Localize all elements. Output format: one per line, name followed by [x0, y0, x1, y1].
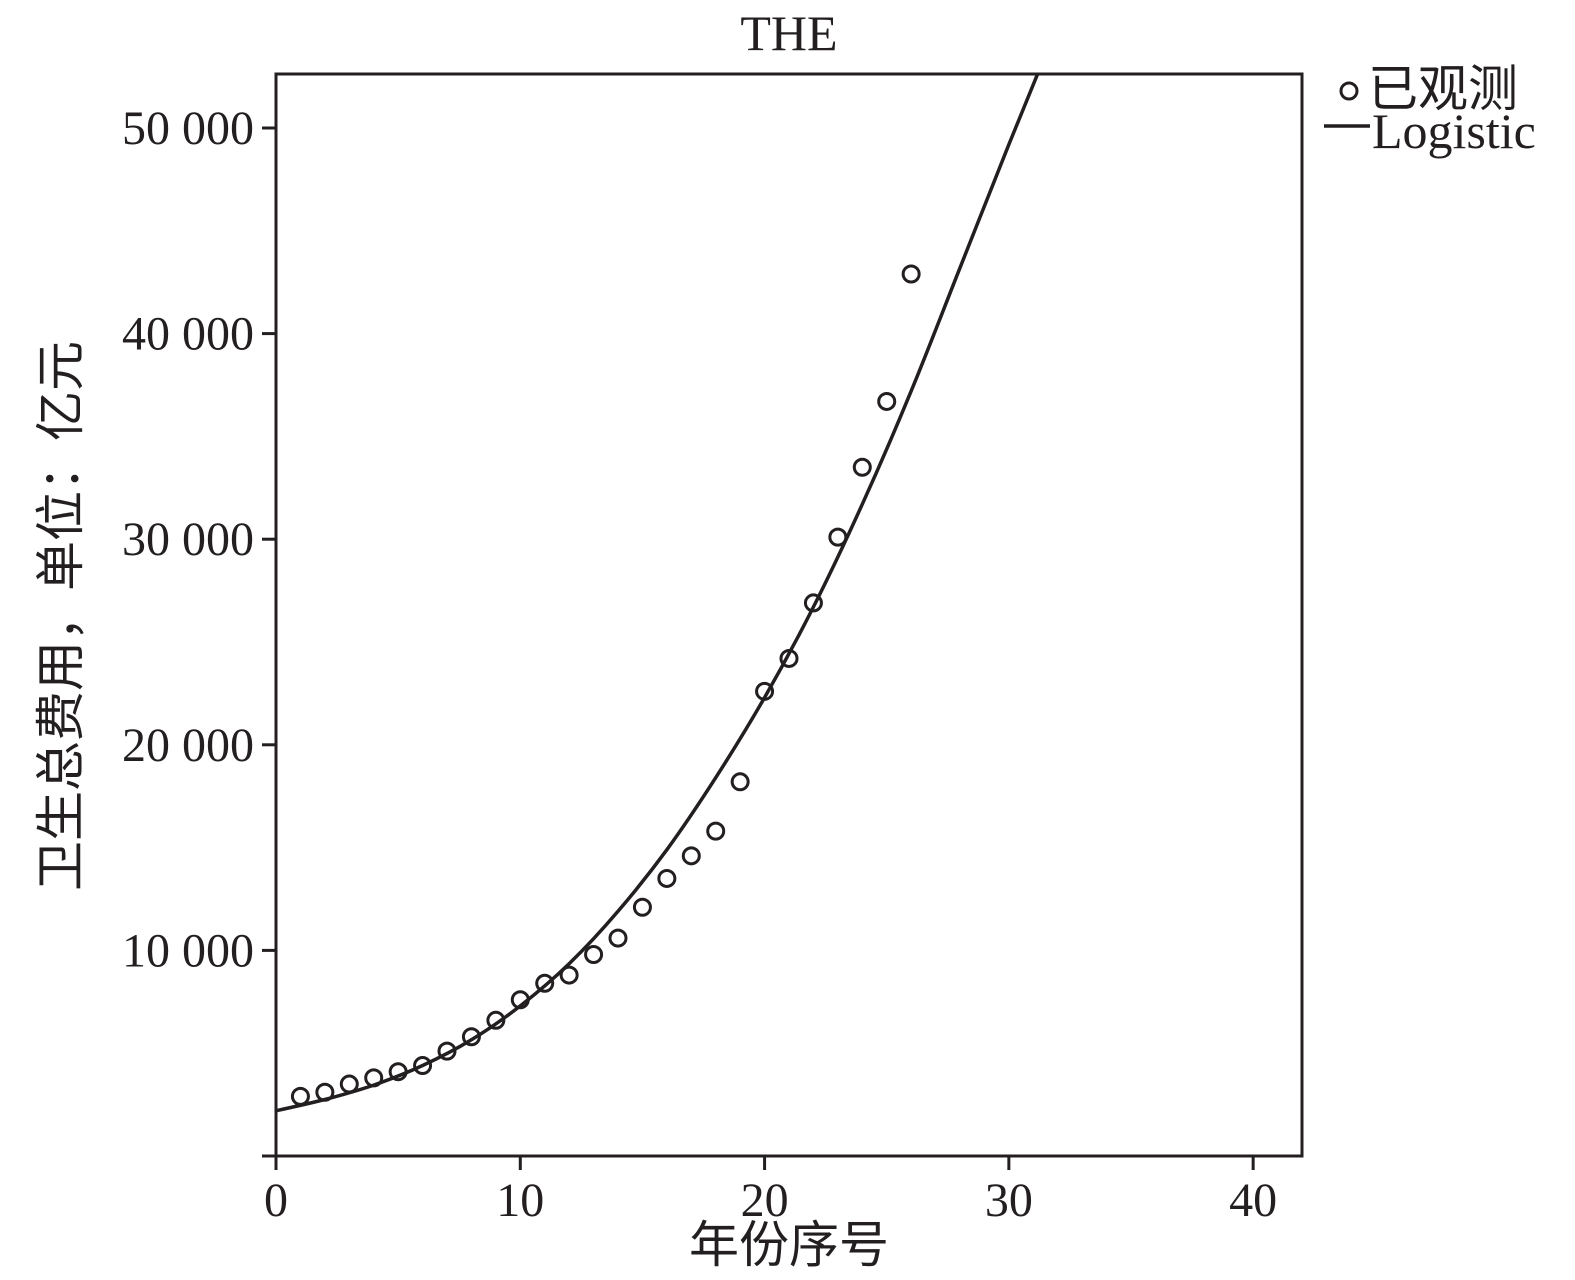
observed-point-9	[486, 1010, 506, 1030]
observed-point-16	[657, 868, 677, 888]
observed-point-17	[681, 846, 701, 866]
y-axis-label: 卫生总费用，单位：亿元	[33, 341, 89, 891]
y-tick-label-30000: 30 000	[122, 513, 254, 566]
observed-point-6	[413, 1056, 433, 1076]
observed-point-25	[877, 391, 897, 411]
legend: 已观测 Logistic	[1324, 61, 1536, 159]
legend-logistic-label: Logistic	[1372, 103, 1536, 159]
observed-point-4	[364, 1068, 384, 1088]
x-tick-label-30: 30	[985, 1174, 1033, 1227]
y-tick-label-20000: 20 000	[122, 719, 254, 772]
observed-point-5	[388, 1062, 408, 1082]
observed-point-2	[315, 1082, 335, 1102]
x-tick-label-0: 0	[264, 1174, 288, 1227]
observed-point-13	[584, 945, 604, 965]
y-tick-label-40000: 40 000	[122, 308, 254, 361]
legend-observed-label: 已观测	[1368, 61, 1518, 117]
observed-point-10	[510, 990, 530, 1010]
observed-point-24	[852, 457, 872, 477]
x-tick-label-40: 40	[1229, 1174, 1277, 1227]
observed-point-15	[632, 897, 652, 917]
observed-point-3	[339, 1074, 359, 1094]
observed-point-7	[437, 1041, 457, 1061]
observed-point-11	[535, 973, 555, 993]
observed-points-layer	[290, 264, 921, 1106]
y-tick-label-50000: 50 000	[122, 102, 254, 155]
observed-point-19	[730, 772, 750, 792]
x-axis-label: 年份序号	[689, 1217, 889, 1273]
observed-point-26	[901, 264, 921, 284]
observed-point-20	[755, 681, 775, 701]
x-tick-label-10: 10	[496, 1174, 544, 1227]
observed-point-21	[779, 648, 799, 668]
chart-title: THE	[740, 5, 837, 61]
y-axis: 10 000 20 000 30 000 40 000 50 000	[122, 102, 276, 1158]
x-tick-label-20: 20	[741, 1174, 789, 1227]
observed-point-18	[706, 821, 726, 841]
observed-point-1	[290, 1086, 310, 1106]
observed-point-14	[608, 928, 628, 948]
logistic-line-layer	[276, 74, 1040, 1113]
observed-point-8	[461, 1027, 481, 1047]
observed-point-23	[828, 527, 848, 547]
x-axis: 0 10 20 30 40	[264, 1156, 1277, 1227]
observed-point-22	[803, 593, 823, 613]
logistic-line	[276, 74, 1040, 1113]
legend-observed-marker	[1339, 81, 1359, 101]
y-tick-label-10000: 10 000	[122, 924, 254, 977]
plot-frame	[274, 72, 1304, 1158]
observed-point-12	[559, 965, 579, 985]
